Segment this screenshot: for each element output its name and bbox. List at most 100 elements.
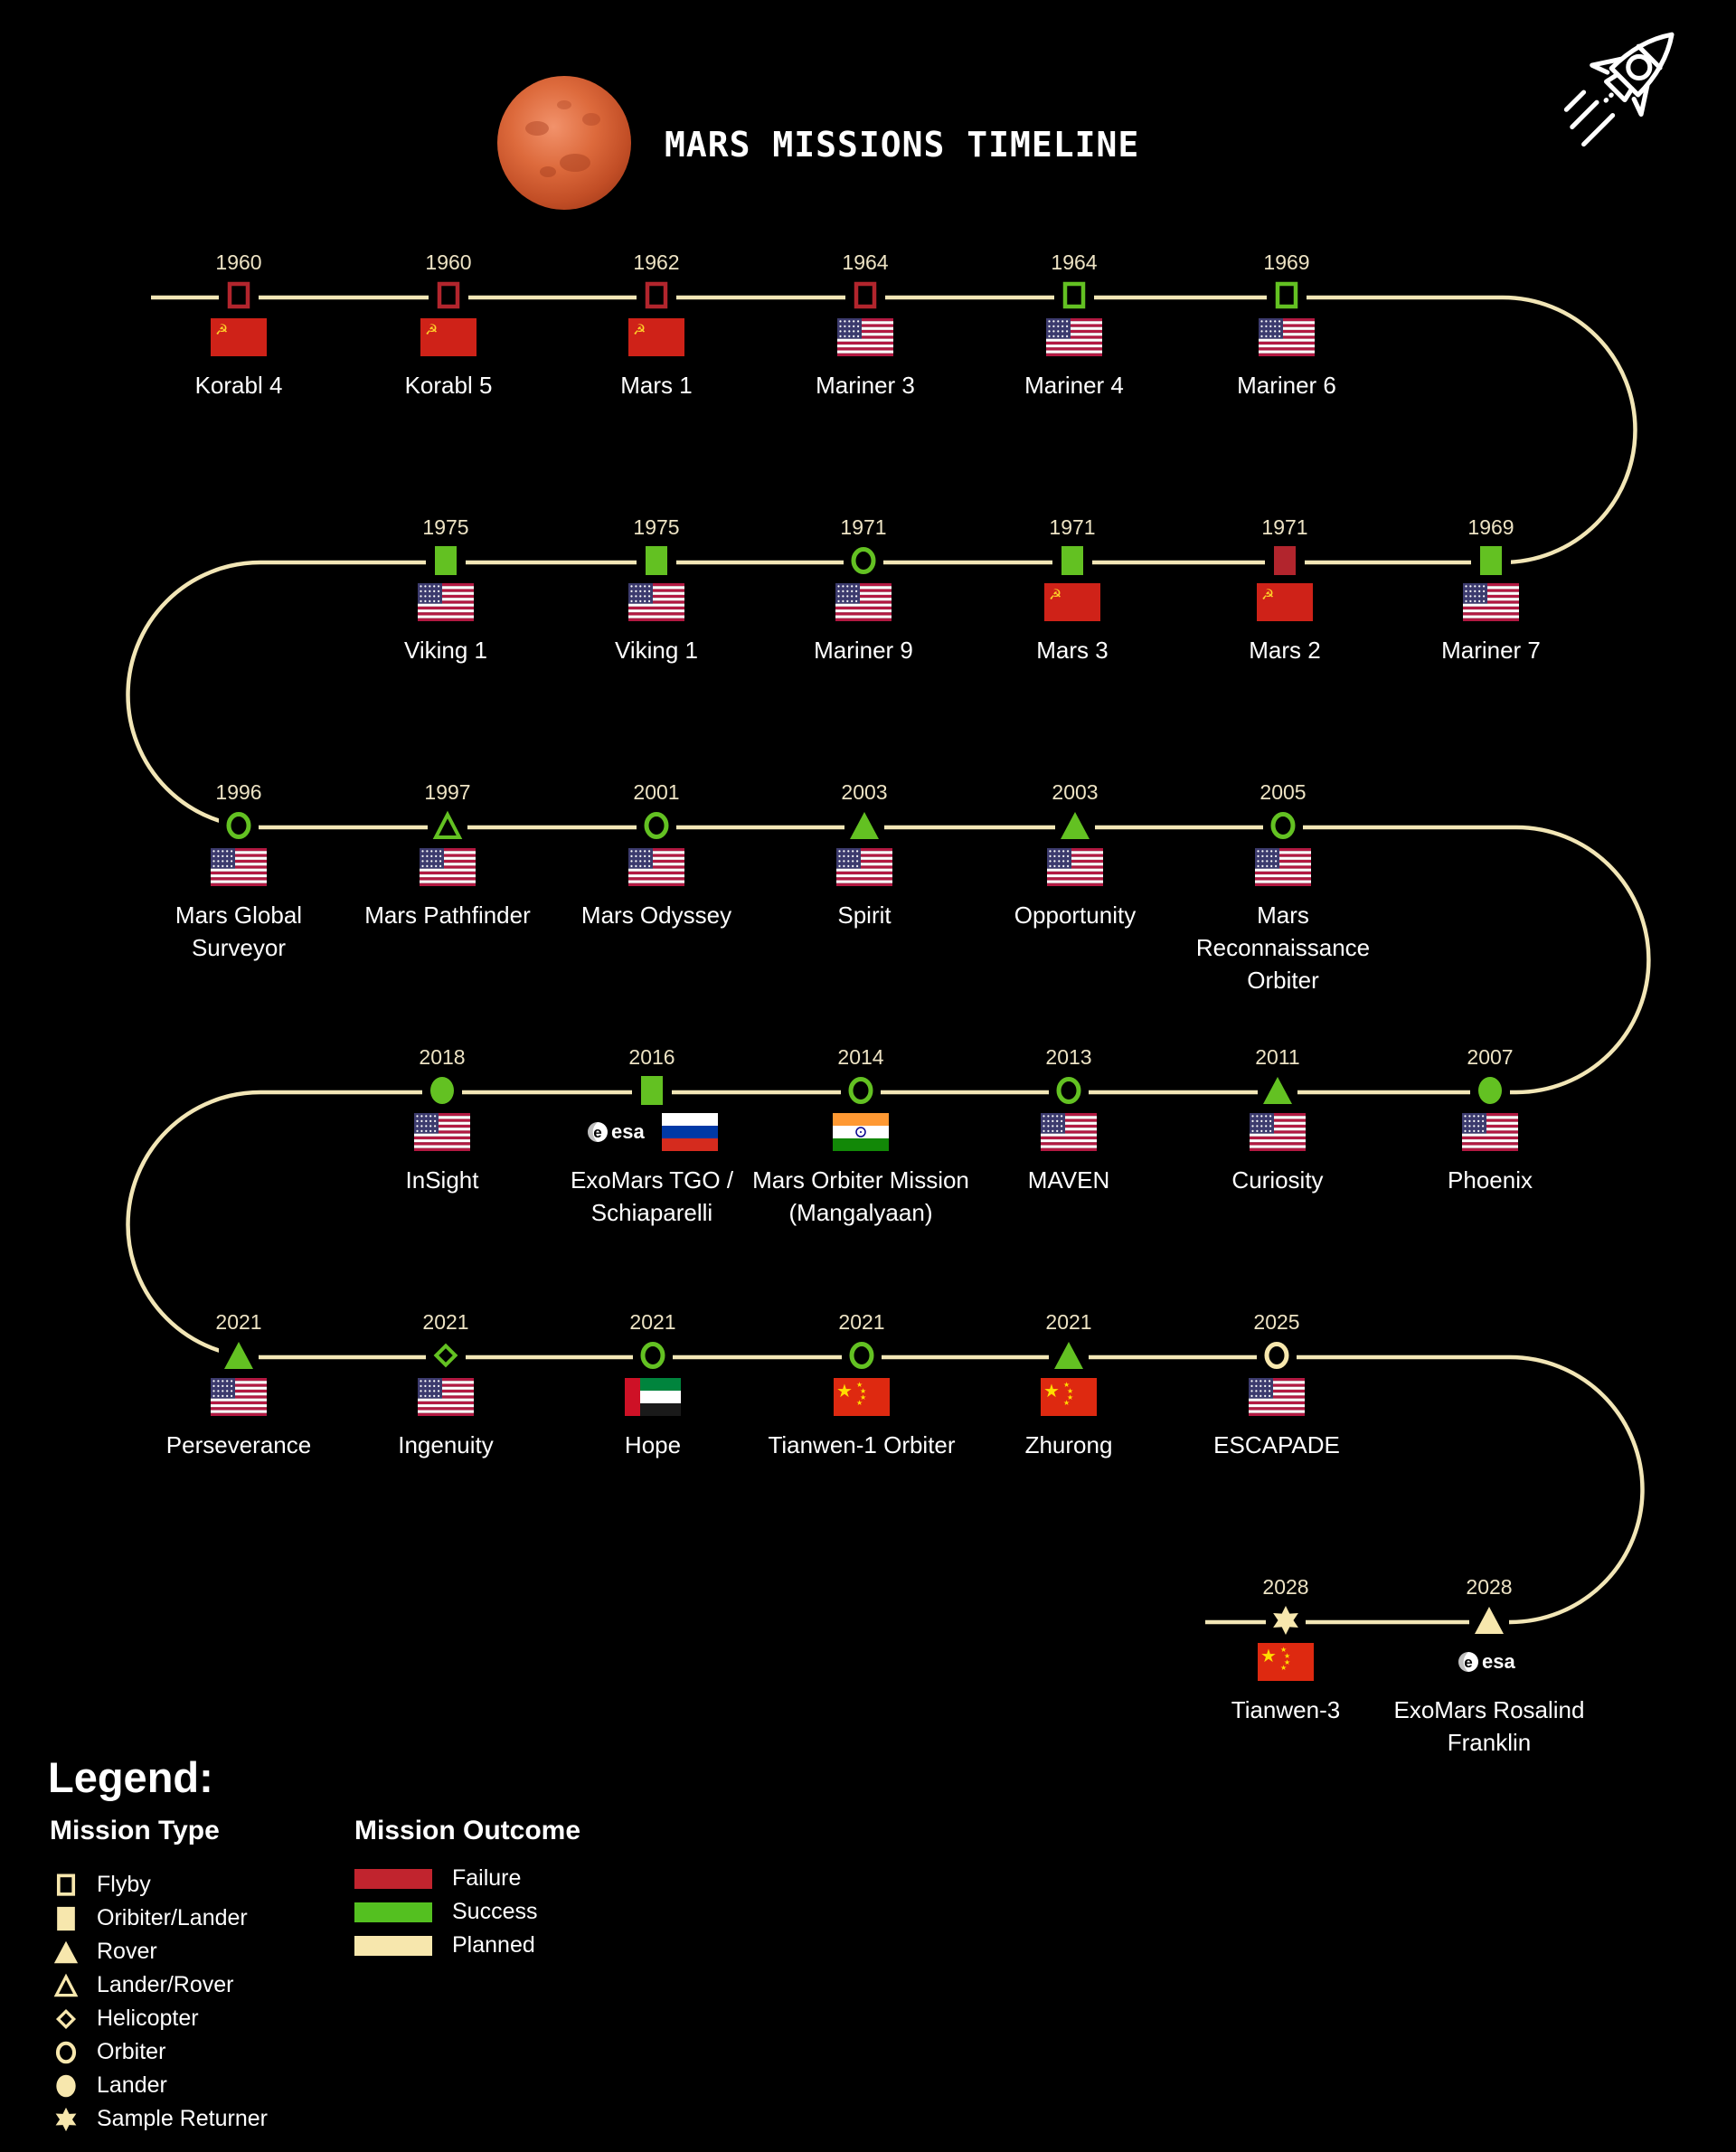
mission-flags — [337, 582, 554, 622]
mission-year: 2021 — [629, 1310, 676, 1334]
mission-name: Mariner 7 — [1441, 637, 1541, 664]
square-open-marker-icon — [429, 276, 468, 316]
mission-name: Korabl 4 — [194, 372, 283, 399]
usa-flag-icon — [837, 318, 893, 356]
usa-flag-icon — [420, 848, 476, 886]
mission-name: Hope — [624, 1431, 682, 1458]
mission-flags — [752, 1112, 969, 1152]
mission-korabl-4: 1960 ☭ Korabl 4 — [130, 249, 347, 402]
mission-exomars-rosalind-franklin: 2028 e esa ExoMars Rosalind Franklin — [1381, 1573, 1598, 1760]
legend-type-lander-rover: Lander/Rover — [50, 1968, 268, 2002]
circle-filled-marker-icon — [422, 1071, 462, 1110]
mission-year: 1960 — [215, 250, 262, 274]
mission-maven: 2013 MAVEN — [960, 1043, 1177, 1197]
outcome-color-swatch — [354, 1902, 432, 1922]
mission-flags — [1168, 1377, 1385, 1417]
mission-perseverance: 2021 Perseverance — [130, 1308, 347, 1462]
mission-year: 2014 — [837, 1045, 884, 1069]
mission-year: 2025 — [1253, 1310, 1300, 1334]
mission-year: 2021 — [1045, 1310, 1092, 1334]
mission-flags — [548, 582, 765, 622]
usa-flag-icon — [211, 1378, 267, 1416]
mission-flags: ★ ★ ★ ★ ★ — [960, 1377, 1177, 1417]
svg-text:e: e — [1464, 1654, 1472, 1671]
mission-insight: 2018 InSight — [334, 1043, 551, 1197]
mission-year: 2021 — [838, 1310, 885, 1334]
mission-year: 2021 — [422, 1310, 469, 1334]
usa-flag-icon — [1463, 583, 1519, 621]
star6-marker-icon — [1266, 1600, 1306, 1640]
mission-flags — [130, 1377, 347, 1417]
legend-type-label: Lander/Rover — [97, 1972, 234, 1997]
mission-year: 1971 — [840, 515, 887, 539]
india-flag-icon — [833, 1113, 889, 1151]
mission-year: 2016 — [628, 1045, 675, 1069]
circle-open-legend-icon — [50, 2034, 82, 2071]
mission-ingenuity: 2021 Ingenuity — [337, 1308, 554, 1462]
triangle-open-marker-icon — [428, 806, 467, 845]
mission-year: 2003 — [1052, 780, 1099, 804]
legend-mission-outcome: Mission Outcome Failure Success Planned — [354, 1816, 580, 1968]
mission-flags — [1175, 847, 1392, 887]
mission-flags: ☭ — [548, 317, 765, 357]
mission-flags — [1169, 1112, 1386, 1152]
mission-viking-1: 1975 Viking 1 — [548, 514, 765, 667]
russia-flag-icon — [662, 1113, 718, 1151]
mission-name: Tianwen-3 — [1231, 1696, 1341, 1723]
mission-year: 2003 — [841, 780, 888, 804]
legend-outcome-label: Success — [452, 1899, 538, 1924]
square-open-marker-icon — [1267, 276, 1307, 316]
square-filled-marker-icon — [1052, 541, 1092, 580]
china-flag-icon: ★ ★★★★ — [1258, 1643, 1314, 1681]
square-open-legend-icon — [50, 1867, 82, 1903]
mission-spirit: 2003 Spirit — [756, 779, 973, 932]
svg-text:★: ★ — [1067, 1387, 1073, 1395]
circle-open-marker-icon — [633, 1336, 673, 1375]
svg-text:☭: ☭ — [1049, 586, 1061, 603]
svg-text:★: ★ — [1284, 1652, 1290, 1660]
mission-flags: ☭ — [964, 582, 1181, 622]
mission-year: 1964 — [842, 250, 889, 274]
mars-planet-icon — [497, 76, 631, 210]
mission-flags: ☭ — [340, 317, 557, 357]
diamond-open-marker-icon — [426, 1336, 466, 1375]
mission-year: 2021 — [215, 1310, 262, 1334]
mission-mariner-4: 1964 Mariner 4 — [966, 249, 1183, 402]
mission-year: 1964 — [1051, 250, 1098, 274]
circle-open-marker-icon — [1049, 1071, 1089, 1110]
mission-flags — [1178, 317, 1395, 357]
circle-open-marker-icon — [842, 1336, 882, 1375]
mission-name: Zhurong — [1024, 1431, 1113, 1458]
mission-name: Mars Global Surveyor — [175, 901, 303, 961]
mission-zhurong: 2021 ★ ★ ★ ★ ★ Zhurong — [960, 1308, 1177, 1462]
circle-open-marker-icon — [1257, 1336, 1297, 1375]
circle-open-marker-icon — [1263, 806, 1303, 845]
legend-type-rover: Rover — [50, 1935, 268, 1968]
square-filled-marker-icon — [1265, 541, 1305, 580]
legend-outcome-failure: Failure — [354, 1865, 580, 1891]
legend-mission-outcome-heading: Mission Outcome — [354, 1816, 581, 1845]
rocket-icon — [1563, 32, 1675, 147]
mission-name: Mariner 6 — [1237, 372, 1336, 399]
mission-year: 2005 — [1260, 780, 1307, 804]
mission-year: 1971 — [1049, 515, 1096, 539]
mission-flags: ☭ — [1176, 582, 1393, 622]
svg-text:★: ★ — [1067, 1393, 1073, 1402]
usa-flag-icon — [836, 848, 892, 886]
usa-flag-icon — [414, 1113, 470, 1151]
mission-name: ESCAPADE — [1213, 1431, 1340, 1458]
circle-open-marker-icon — [841, 1071, 881, 1110]
mission-name: Mariner 4 — [1024, 372, 1124, 399]
mission-escapade: 2025 ESCAPADE — [1168, 1308, 1385, 1462]
uae-flag-icon — [625, 1378, 681, 1416]
svg-text:★: ★ — [1043, 1382, 1060, 1402]
mission-year: 1971 — [1261, 515, 1308, 539]
mission-flags — [966, 317, 1183, 357]
usa-flag-icon — [1041, 1113, 1097, 1151]
svg-text:★: ★ — [1280, 1664, 1287, 1672]
mission-year: 2011 — [1255, 1045, 1300, 1069]
mission-mars-2: 1971 ☭ Mars 2 — [1176, 514, 1393, 667]
legend-outcome-label: Planned — [452, 1932, 535, 1958]
legend-mission-type: Mission Type Flyby Oribiter/Lander Rover La… — [50, 1816, 268, 2136]
